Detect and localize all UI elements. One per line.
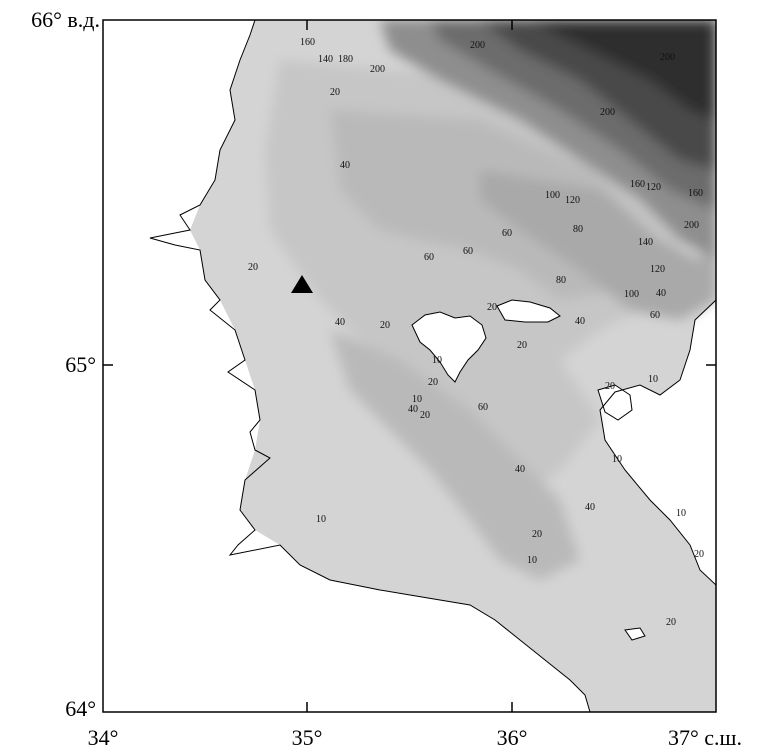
x-tick-label-35: 35° [292, 725, 323, 750]
contour-label: 20 [428, 377, 438, 388]
contour-label: 120 [565, 195, 580, 206]
contour-label: 200 [600, 107, 615, 118]
contour-label: 40 [340, 160, 350, 171]
contour-label: 20 [330, 87, 340, 98]
contour-label: 20 [380, 320, 390, 331]
contour-label: 10 [676, 508, 686, 519]
depth-bands [265, 20, 716, 580]
contour-label: 20 [487, 302, 497, 313]
station-marker-triangle [291, 275, 313, 293]
island-bottom [624, 627, 646, 641]
contour-label: 40 [515, 464, 525, 475]
contour-label: 10 [432, 355, 442, 366]
contour-label: 60 [502, 228, 512, 239]
contour-label: 40 [575, 316, 585, 327]
east-coastline [599, 299, 716, 586]
contour-label: 20 [666, 617, 676, 628]
contour-label: 160 [630, 179, 645, 190]
contour-label: 10 [648, 374, 658, 385]
contour-label: 20 [248, 262, 258, 273]
x-tick-label-34: 34° [88, 725, 119, 750]
contour-label: 20 [420, 410, 430, 421]
y-tick-label-65: 65° [65, 352, 96, 377]
contour-label: 120 [650, 264, 665, 275]
contour-label: 40 [585, 502, 595, 513]
contour-label: 100 [545, 190, 560, 201]
contour-label: 10 [527, 555, 537, 566]
contour-label: 160 [300, 37, 315, 48]
contour-label: 20 [517, 340, 527, 351]
y-tick-label-66: 66° в.д. [31, 7, 100, 32]
x-tick-label-37: 37° с.ш. [668, 725, 742, 750]
contour-label: 60 [424, 252, 434, 263]
contour-label: 40 [656, 288, 666, 299]
contour-label: 200 [660, 52, 675, 63]
contour-label: 200 [370, 64, 385, 75]
tick-marks [103, 20, 716, 712]
contour-label: 100 [624, 289, 639, 300]
contour-label: 200 [470, 40, 485, 51]
contour-label: 20 [605, 381, 615, 392]
contour-label: 40 [408, 404, 418, 415]
island-east [597, 384, 633, 421]
contour-label: 200 [684, 220, 699, 231]
contour-label: 140 [638, 237, 653, 248]
map-frame [102, 19, 717, 713]
contour-label: 10 [612, 454, 622, 465]
contour-label: 80 [573, 224, 583, 235]
contour-label: 60 [463, 246, 473, 257]
contour-label: 160 [688, 188, 703, 199]
contour-label: 60 [478, 402, 488, 413]
contour-label: 120 [646, 182, 661, 193]
contour-label: 20 [694, 549, 704, 560]
y-tick-label-64: 64° [65, 696, 96, 721]
contour-label: 140 [318, 54, 333, 65]
west-coastline [149, 20, 591, 712]
x-tick-label-36: 36° [497, 725, 528, 750]
contour-label: 40 [335, 317, 345, 328]
island-small [496, 299, 561, 323]
island-large [411, 311, 487, 383]
contour-label: 20 [532, 529, 542, 540]
contour-label: 10 [412, 394, 422, 405]
contour-label: 10 [316, 514, 326, 525]
contour-label: 80 [556, 275, 566, 286]
contour-label: 180 [338, 54, 353, 65]
contour-label: 60 [650, 310, 660, 321]
